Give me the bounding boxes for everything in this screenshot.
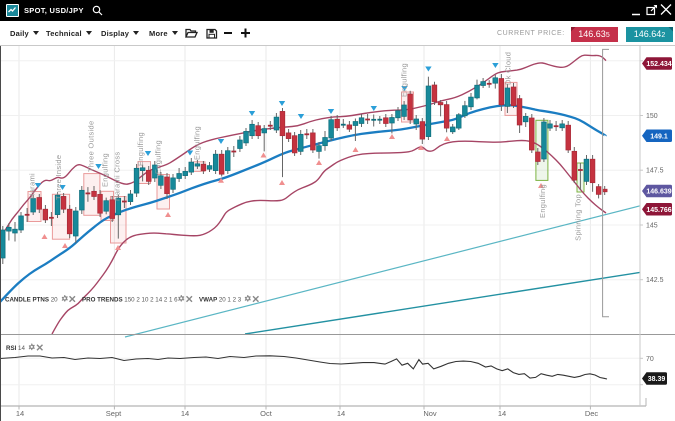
svg-text:Engulfing: Engulfing: [154, 140, 163, 174]
svg-text:Engulfing: Engulfing: [136, 132, 145, 166]
svg-text:Oct: Oct: [260, 409, 273, 418]
svg-text:Dk Cloud: Dk Cloud: [504, 52, 513, 85]
svg-text:Nov: Nov: [423, 409, 437, 418]
svg-text:Engulfing: Engulfing: [101, 153, 110, 187]
svg-text:70: 70: [646, 356, 654, 363]
svg-text:150: 150: [646, 113, 658, 120]
svg-text:149.1: 149.1: [650, 133, 668, 140]
svg-text:145.766: 145.766: [646, 207, 671, 214]
svg-text:Harami Cross: Harami Cross: [113, 152, 122, 201]
svg-text:Engulfing: Engulfing: [193, 126, 202, 160]
svg-text:Dec: Dec: [585, 409, 599, 418]
svg-text:CANDLE PTNS 20: CANDLE PTNS 20: [5, 297, 58, 304]
svg-text:146.639: 146.639: [646, 189, 671, 196]
svg-text:142.5: 142.5: [646, 277, 664, 284]
svg-text:VWAP 20 1 2 3: VWAP 20 1 2 3: [199, 297, 242, 304]
svg-text:14: 14: [181, 409, 189, 418]
svg-text:152.434: 152.434: [646, 61, 671, 68]
svg-text:Harami: Harami: [28, 173, 37, 199]
svg-text:Sept: Sept: [106, 409, 122, 418]
svg-text:14: 14: [498, 409, 506, 418]
svg-text:Three Outside: Three Outside: [87, 121, 96, 172]
svg-text:14: 14: [337, 409, 345, 418]
svg-text:PRO TRENDS 150 2 10 2 14 2 1 6: PRO TRENDS 150 2 10 2 14 2 1 6: [82, 297, 178, 304]
svg-text:RSI 14: RSI 14: [6, 345, 25, 352]
svg-text:Engulfing: Engulfing: [400, 63, 409, 97]
svg-text:147.5: 147.5: [646, 168, 664, 175]
svg-text:Spinning Top: Spinning Top: [574, 194, 583, 241]
svg-text:38.39: 38.39: [648, 376, 666, 383]
svg-text:Three Inside: Three Inside: [54, 155, 63, 200]
svg-text:Engulfing: Engulfing: [538, 184, 547, 218]
svg-text:14: 14: [16, 409, 24, 418]
svg-text:145: 145: [646, 223, 658, 230]
